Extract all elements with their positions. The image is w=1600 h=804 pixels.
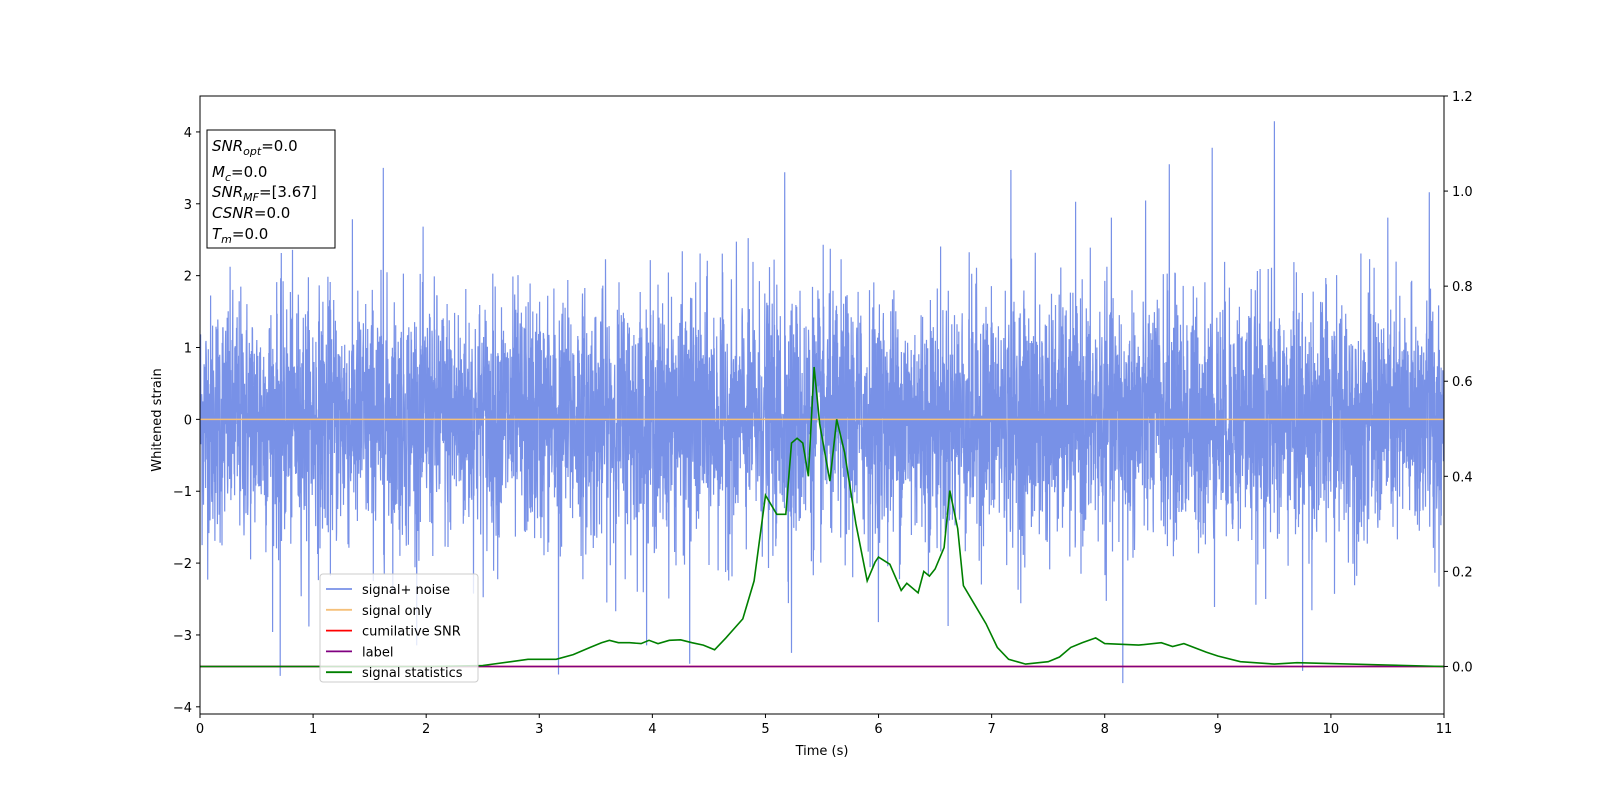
series-line-signal-noise: [200, 121, 1444, 684]
legend: signal+ noise signal only cumilative SNR la…: [319, 573, 479, 683]
legend-label: label: [362, 645, 393, 660]
x-tick-label: 10: [1323, 722, 1340, 737]
y-left-tick-label: −4: [173, 701, 192, 716]
x-tick-label: 9: [1214, 722, 1222, 737]
y-right-tick-label: 1.0: [1452, 185, 1473, 200]
x-tick-label: 3: [535, 722, 543, 737]
x-tick-label: 0: [196, 722, 204, 737]
legend-label: signal+ noise: [362, 583, 450, 598]
x-tick-label: 4: [648, 722, 656, 737]
y-right-tick-label: 1.2: [1452, 90, 1473, 105]
y-left-tick-label: −2: [173, 557, 192, 572]
info-box: SNRopt=0.0 Mc=0.0 SNRMF=[3.67] CSNR=0.0 …: [206, 129, 336, 249]
legend-label: signal only: [362, 604, 432, 619]
snr-opt-text: SNRopt=0.0: [212, 137, 298, 158]
x-tick-label: 5: [761, 722, 769, 737]
x-tick-label: 11: [1436, 722, 1453, 737]
y-left-tick-label: 0: [184, 413, 192, 428]
y-left-tick-label: 4: [184, 126, 192, 141]
y-left-tick-label: 1: [184, 342, 192, 357]
y-right-tick-label: 0.4: [1452, 470, 1473, 485]
legend-label: signal statistics: [362, 666, 463, 681]
x-tick-label: 8: [1101, 722, 1109, 737]
y-right-tick-label: 0.6: [1452, 375, 1473, 390]
plot-frame: [199, 95, 1445, 715]
x-tick-label: 6: [874, 722, 882, 737]
tm-text: Tm=0.0: [212, 225, 268, 246]
y-right-tick-label: 0.0: [1452, 660, 1473, 675]
x-axis-label: Time (s): [795, 744, 849, 759]
x-tick-label: 1: [309, 722, 317, 737]
y-left-tick-label: 2: [184, 270, 192, 285]
series-line-signal-statistics: [200, 366, 1444, 668]
y-right-tick-label: 0.8: [1452, 280, 1473, 295]
y-right-tick-label: 0.2: [1452, 565, 1473, 580]
csnr-text: CSNR=0.0: [212, 204, 290, 222]
x-tick-label: 2: [422, 722, 430, 737]
legend-label: cumilative SNR: [362, 625, 461, 640]
y-left-tick-label: −1: [173, 485, 192, 500]
x-tick-label: 7: [987, 722, 995, 737]
y-axis-label: Whitened strain: [150, 368, 165, 471]
mc-text: Mc=0.0: [212, 163, 267, 184]
snr-mf-text: SNRMF=[3.67]: [212, 183, 317, 204]
y-left-tick-label: −3: [173, 629, 192, 644]
y-left-tick-label: 3: [184, 198, 192, 213]
